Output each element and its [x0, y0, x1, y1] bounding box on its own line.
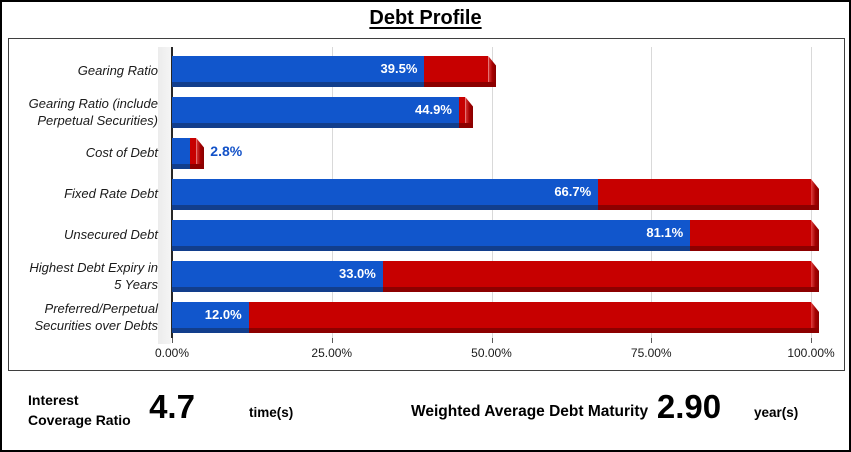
category-label: Fixed Rate Debt: [64, 186, 158, 202]
bar-row: 2.8%: [172, 138, 821, 169]
bar-value-label: 44.9%: [415, 102, 452, 117]
bar-primary-segment: [172, 56, 425, 82]
axis-tick: [651, 338, 653, 343]
x-axis-tick-label: 75.00%: [630, 346, 672, 360]
bar-row: 33.0%: [172, 261, 821, 292]
bar-3d-end-cap: [811, 179, 819, 205]
bar-primary-segment: [172, 179, 599, 205]
bar-primary-shadow: [172, 287, 383, 292]
category-label: Cost of Debt: [85, 145, 158, 161]
bar-primary-segment: [172, 302, 249, 328]
chart-3d-wall: [158, 47, 171, 344]
bar-3d-end-cap: [465, 97, 474, 123]
bar-3d-end-cap: [811, 261, 819, 287]
bar-row: 39.5%: [172, 56, 821, 87]
category-label: Highest Debt Expiry in 5 Years: [29, 259, 158, 292]
x-axis-tick-label: 100.00%: [787, 346, 835, 360]
bar-primary-shadow: [172, 164, 190, 169]
bar-primary-shadow: [172, 82, 425, 87]
bar-secondary-segment: [598, 179, 811, 205]
bar-chart: 0.00% 25.00% 50.00% 75.00% 100.00% Gearing Ra…: [8, 38, 845, 371]
bar-value-label: 2.8%: [210, 143, 243, 159]
interest-coverage-unit: time(s): [249, 405, 294, 420]
x-axis-tick-label: 0.00%: [154, 346, 190, 360]
bar-primary-segment: [172, 261, 383, 287]
bar-secondary-segment: [690, 220, 811, 246]
bar-primary-shadow: [172, 205, 599, 210]
category-label: Gearing Ratio (include Perpetual Securit…: [28, 95, 158, 128]
bar-row: 81.1%: [172, 220, 821, 251]
bar-secondary-segment: [458, 97, 466, 123]
bar-secondary-shadow: [424, 82, 497, 87]
bar-3d-end-cap: [488, 56, 497, 82]
axis-tick: [491, 338, 493, 343]
bar-value-label: 39.5%: [380, 61, 418, 76]
bar-secondary-segment: [248, 302, 811, 328]
bar-secondary-shadow: [189, 164, 205, 169]
bar-secondary-segment: [424, 56, 489, 82]
bar-secondary-segment: [382, 261, 811, 287]
bar-secondary-shadow: [458, 123, 474, 128]
kpi-row: Interest Coverage Ratio 4.7 time(s) Weig…: [2, 372, 849, 450]
bar-value-label: 81.1%: [646, 225, 684, 240]
bar-row: 66.7%: [172, 179, 821, 210]
bar-value-label: 12.0%: [204, 307, 242, 322]
category-label: Preferred/Perpetual Securities over Debt…: [34, 300, 158, 333]
x-axis-tick-label: 25.00%: [311, 346, 353, 360]
bar-primary-shadow: [172, 123, 459, 128]
bar-primary-segment: [172, 97, 459, 123]
bar-primary-segment: [172, 220, 691, 246]
bar-secondary-segment: [189, 138, 197, 164]
bar-3d-end-cap: [811, 220, 819, 246]
axis-tick: [811, 338, 812, 343]
bar-primary-segment: [172, 138, 190, 164]
category-label: Unsecured Debt: [64, 227, 158, 243]
axis-tick: [331, 338, 333, 343]
bar-secondary-shadow: [382, 287, 819, 292]
bar-value-label: 66.7%: [554, 184, 592, 199]
bar-secondary-shadow: [248, 328, 819, 333]
debt-maturity-label: Weighted Average Debt Maturity: [411, 403, 649, 420]
bar-secondary-shadow: [690, 246, 819, 251]
interest-coverage-label: Interest Coverage Ratio: [28, 392, 131, 429]
bar-primary-shadow: [172, 246, 691, 251]
bar-row: 44.9%: [172, 97, 821, 128]
bar-value-label: 33.0%: [338, 266, 376, 281]
x-axis-tick-label: 50.00%: [471, 346, 512, 360]
debt-maturity-value: 2.90: [656, 388, 722, 425]
category-label: Gearing Ratio: [77, 63, 158, 79]
bar-3d-end-cap: [196, 138, 205, 164]
axis-tick: [172, 338, 173, 343]
debt-maturity-unit: year(s): [754, 405, 799, 420]
chart-title: Debt Profile: [369, 7, 482, 29]
bar-primary-shadow: [172, 328, 249, 333]
bar-3d-end-cap: [811, 302, 819, 328]
bar-row: 12.0%: [172, 302, 821, 333]
bar-secondary-shadow: [598, 205, 819, 210]
interest-coverage-value: 4.7: [149, 388, 195, 425]
